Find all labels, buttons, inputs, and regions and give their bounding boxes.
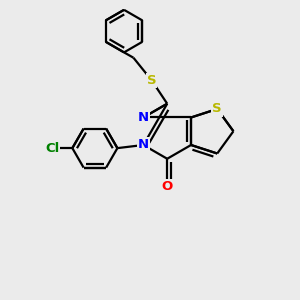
Text: O: O <box>162 180 173 194</box>
Text: S: S <box>147 74 156 87</box>
Text: Cl: Cl <box>45 142 59 154</box>
Text: S: S <box>212 103 222 116</box>
Text: N: N <box>138 139 149 152</box>
Text: N: N <box>138 111 149 124</box>
